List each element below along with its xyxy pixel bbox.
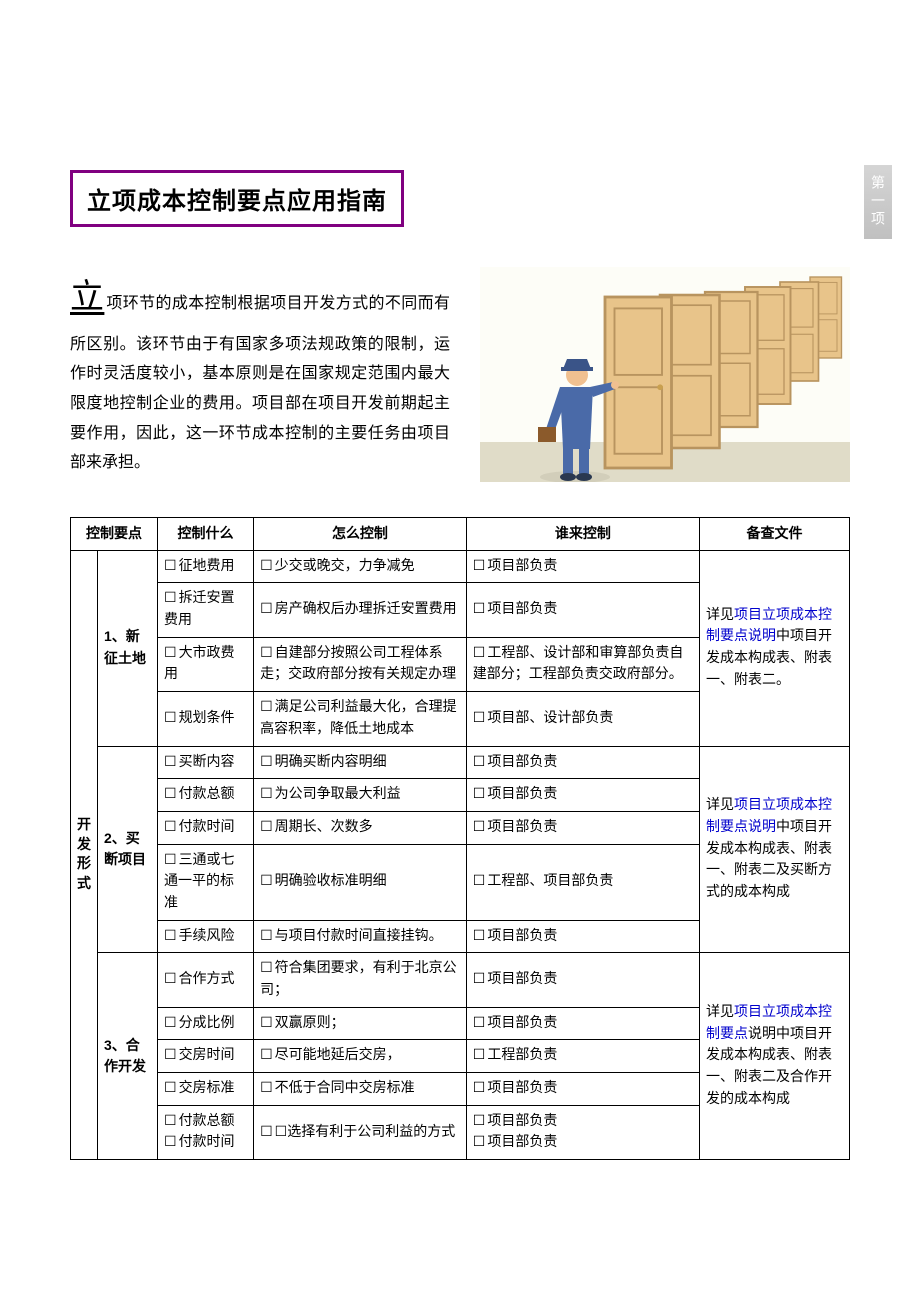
cell-how: 周期长、次数多 (254, 811, 467, 844)
cell-what: 手续风险 (158, 920, 254, 953)
th-ref: 备查文件 (700, 518, 850, 551)
cell-how: 尽可能地延后交房， (254, 1040, 467, 1073)
cell-how: 与项目付款时间直接挂钩。 (254, 920, 467, 953)
section-name: 2、买断项目 (98, 746, 158, 953)
group-header-vertical: 开发形式 (71, 550, 98, 1159)
cell-who: 工程部、项目部负责 (466, 844, 699, 920)
cell-ref: 详见项目立项成本控制要点说明中项目开发成本构成表、附表一、附表二及合作开发的成本… (700, 953, 850, 1160)
intro-body: 项环节的成本控制根据项目开发方式的不同而有所区别。该环节由于有国家多项法规政策的… (70, 295, 450, 471)
th-how: 怎么控制 (254, 518, 467, 551)
cell-who: 项目部负责 (466, 1073, 699, 1106)
cell-who: 项目部负责 (466, 920, 699, 953)
cell-how: ☐选择有利于公司利益的方式 (254, 1105, 467, 1159)
reference-link[interactable]: 项目立项成本控制要点说明 (706, 798, 832, 835)
th-what: 控制什么 (158, 518, 254, 551)
cell-what: 付款总额付款时间 (158, 1105, 254, 1159)
cell-what: 付款时间 (158, 811, 254, 844)
table-row: 3、合作开发合作方式符合集团要求，有利于北京公司；项目部负责详见项目立项成本控制… (71, 953, 850, 1007)
cell-what: 买断内容 (158, 746, 254, 779)
reference-link[interactable]: 项目立项成本控制要点说明 (706, 608, 832, 645)
cell-what: 拆迁安置费用 (158, 583, 254, 637)
cell-how: 为公司争取最大利益 (254, 779, 467, 812)
cell-how: 少交或晚交，力争减免 (254, 550, 467, 583)
cell-who: 工程部、设计部和审算部负责自建部分；工程部负责交政府部分。 (466, 637, 699, 691)
cell-who: 项目部负责 (466, 779, 699, 812)
cell-what: 交房时间 (158, 1040, 254, 1073)
cell-how: 明确验收标准明细 (254, 844, 467, 920)
side-tab: 第一项 (864, 165, 892, 239)
cell-who: 项目部负责项目部负责 (466, 1105, 699, 1159)
cell-how: 满足公司利益最大化，合理提高容积率，降低土地成本 (254, 692, 467, 746)
cell-who: 项目部、设计部负责 (466, 692, 699, 746)
cell-who: 项目部负责 (466, 746, 699, 779)
cell-what: 大市政费用 (158, 637, 254, 691)
th-who: 谁来控制 (466, 518, 699, 551)
intro-dropcap: 立 (70, 279, 106, 316)
cell-how: 符合集团要求，有利于北京公司； (254, 953, 467, 1007)
cell-who: 项目部负责 (466, 1007, 699, 1040)
cell-how: 明确买断内容明细 (254, 746, 467, 779)
cell-what: 规划条件 (158, 692, 254, 746)
cell-what: 付款总额 (158, 779, 254, 812)
cell-who: 项目部负责 (466, 811, 699, 844)
cell-who: 项目部负责 (466, 583, 699, 637)
intro-paragraph: 立项环节的成本控制根据项目开发方式的不同而有所区别。该环节由于有国家多项法规政策… (70, 267, 450, 478)
page-title: 立项成本控制要点应用指南 (87, 181, 387, 216)
th-point: 控制要点 (71, 518, 158, 551)
cell-ref: 详见项目立项成本控制要点说明中项目开发成本构成表、附表一、附表二及买断方式的成本… (700, 746, 850, 953)
cell-how: 双赢原则； (254, 1007, 467, 1040)
cell-what: 合作方式 (158, 953, 254, 1007)
cell-how: 自建部分按照公司工程体系走；交政府部分按有关规定办理 (254, 637, 467, 691)
section-name: 3、合作开发 (98, 953, 158, 1160)
reference-link[interactable]: 项目立项成本控制要点 (706, 1005, 832, 1042)
cell-what: 征地费用 (158, 550, 254, 583)
cell-ref: 详见项目立项成本控制要点说明中项目开发成本构成表、附表一、附表二。 (700, 550, 850, 746)
cell-how: 不低于合同中交房标准 (254, 1073, 467, 1106)
intro-row: 立项环节的成本控制根据项目开发方式的不同而有所区别。该环节由于有国家多项法规政策… (70, 267, 850, 482)
cell-what: 交房标准 (158, 1073, 254, 1106)
cell-who: 项目部负责 (466, 550, 699, 583)
section-name: 1、新征土地 (98, 550, 158, 746)
doors-svg (480, 267, 850, 482)
table-row: 开发形式1、新征土地征地费用少交或晚交，力争减免项目部负责详见项目立项成本控制要… (71, 550, 850, 583)
cell-what: 三通或七通一平的标准 (158, 844, 254, 920)
cell-what: 分成比例 (158, 1007, 254, 1040)
title-box: 立项成本控制要点应用指南 (70, 170, 404, 227)
cell-how: 房产确权后办理拆迁安置费用 (254, 583, 467, 637)
cell-who: 工程部负责 (466, 1040, 699, 1073)
illustration-doors (480, 267, 850, 482)
table-row: 2、买断项目买断内容明确买断内容明细项目部负责详见项目立项成本控制要点说明中项目… (71, 746, 850, 779)
control-table: 控制要点 控制什么 怎么控制 谁来控制 备查文件 开发形式1、新征土地征地费用少… (70, 517, 850, 1160)
table-header-row: 控制要点 控制什么 怎么控制 谁来控制 备查文件 (71, 518, 850, 551)
cell-who: 项目部负责 (466, 953, 699, 1007)
